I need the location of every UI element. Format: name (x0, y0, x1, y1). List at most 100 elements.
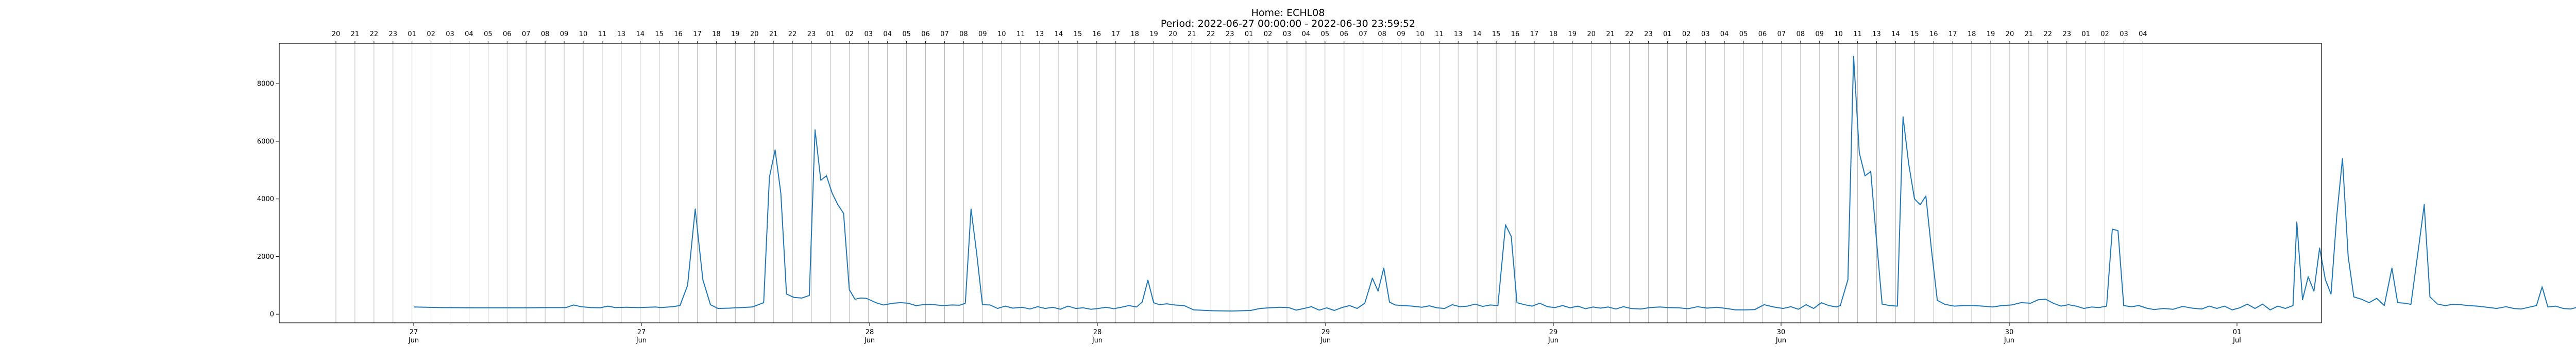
top-hour-label: 04 (2139, 30, 2147, 38)
top-hour-label: 10 (1416, 30, 1425, 38)
bottom-month-label: Jun (1775, 337, 1786, 344)
top-hour-label: 22 (2044, 30, 2053, 38)
top-hour-label: 10 (579, 30, 588, 38)
chart-subtitle: Period: 2022-06-27 00:00:00 - 2022-06-30… (1160, 18, 1416, 29)
y-tick-label: 4000 (257, 195, 274, 203)
top-hour-label: 08 (1797, 30, 1805, 38)
top-hour-label: 23 (388, 30, 397, 38)
top-hour-label: 01 (2081, 30, 2090, 38)
top-hour-label: 14 (1473, 30, 1482, 38)
y-tick-label: 8000 (257, 80, 274, 88)
top-hour-label: 19 (1568, 30, 1577, 38)
top-hour-label: 04 (465, 30, 473, 38)
top-hour-label: 13 (1454, 30, 1463, 38)
top-hour-label: 08 (1378, 30, 1386, 38)
bottom-day-label: 01 (2233, 329, 2242, 336)
bottom-day-label: 27 (637, 329, 646, 336)
bottom-month-label: Jun (636, 337, 647, 344)
top-hour-label: 04 (1720, 30, 1729, 38)
top-hour-label: 21 (769, 30, 778, 38)
bottom-day-label: 30 (1777, 329, 1786, 336)
bottom-day-label: 30 (2005, 329, 2014, 336)
top-hour-label: 21 (1606, 30, 1615, 38)
series-line (413, 56, 2576, 312)
top-hour-label: 09 (978, 30, 987, 38)
bottom-day-label: 29 (1321, 329, 1330, 336)
top-hour-label: 16 (1093, 30, 1101, 38)
top-hour-label: 20 (2006, 30, 2014, 38)
top-hour-label: 18 (712, 30, 721, 38)
top-hour-label: 14 (1891, 30, 1900, 38)
bottom-month-label: Jun (1320, 337, 1331, 344)
chart-title: Home: ECHL08 (1251, 7, 1325, 19)
top-hour-label: 07 (1777, 30, 1786, 38)
top-hour-label: 21 (351, 30, 360, 38)
top-hour-label: 18 (1968, 30, 1976, 38)
bottom-month-label: Jun (408, 337, 419, 344)
top-hour-label: 22 (1207, 30, 1215, 38)
top-hour-label: 07 (522, 30, 531, 38)
top-hour-label: 10 (1834, 30, 1843, 38)
top-hour-axis: 20 21 22 23 01 02 03 04 05 06 07 08 09 10 11 13 14 15 16 17… (332, 30, 2147, 43)
top-hour-label: 19 (1987, 30, 1995, 38)
top-hour-label: 20 (1587, 30, 1596, 38)
y-tick-label: 2000 (257, 253, 274, 261)
top-hour-label: 05 (902, 30, 911, 38)
top-hour-label: 21 (2025, 30, 2033, 38)
top-hour-label: 01 (408, 30, 416, 38)
top-hour-label: 11 (1016, 30, 1025, 38)
top-hour-label: 13 (617, 30, 626, 38)
top-hour-label: 07 (940, 30, 949, 38)
top-hour-label: 15 (1074, 30, 1082, 38)
top-hour-label: 19 (731, 30, 740, 38)
y-tick-label: 6000 (257, 138, 274, 145)
top-hour-label: 23 (1226, 30, 1234, 38)
top-hour-label: 04 (883, 30, 892, 38)
top-hour-label: 03 (1701, 30, 1710, 38)
top-hour-label: 11 (598, 30, 607, 38)
vertical-gridlines (335, 43, 2143, 323)
top-hour-label: 14 (636, 30, 645, 38)
top-hour-label: 02 (2100, 30, 2109, 38)
top-hour-label: 03 (1283, 30, 1292, 38)
top-hour-label: 22 (1625, 30, 1634, 38)
top-hour-label: 15 (1492, 30, 1501, 38)
bottom-month-label: Jun (1092, 337, 1103, 344)
top-hour-label: 02 (845, 30, 854, 38)
y-axis: 0 2000 4000 6000 8000 (257, 80, 279, 319)
top-hour-label: 14 (1055, 30, 1063, 38)
top-hour-label: 16 (1929, 30, 1938, 38)
top-hour-label: 13 (1036, 30, 1044, 38)
bottom-month-label: Jun (2004, 337, 2014, 344)
top-hour-label: 08 (959, 30, 968, 38)
bottom-day-label: 28 (866, 329, 874, 336)
top-hour-label: 22 (788, 30, 797, 38)
top-hour-label: 23 (2062, 30, 2071, 38)
top-hour-label: 23 (807, 30, 816, 38)
top-hour-label: 15 (655, 30, 664, 38)
top-hour-label: 17 (1111, 30, 1120, 38)
top-hour-label: 17 (1948, 30, 1957, 38)
series-layer (413, 56, 2576, 312)
top-hour-label: 18 (1130, 30, 1139, 38)
top-hour-label: 09 (1815, 30, 1824, 38)
bottom-day-label: 29 (1549, 329, 1558, 336)
top-hour-label: 08 (541, 30, 550, 38)
top-hour-label: 21 (1188, 30, 1196, 38)
top-hour-label: 04 (1302, 30, 1311, 38)
top-hour-label: 09 (1397, 30, 1405, 38)
top-hour-label: 01 (1663, 30, 1672, 38)
top-hour-label: 11 (1853, 30, 1862, 38)
bottom-month-label: Jun (1548, 337, 1558, 344)
top-hour-label: 05 (1739, 30, 1748, 38)
top-hour-label: 11 (1435, 30, 1444, 38)
top-hour-label: 16 (674, 30, 683, 38)
top-hour-label: 03 (2120, 30, 2128, 38)
top-hour-label: 06 (503, 30, 512, 38)
top-hour-label: 01 (826, 30, 835, 38)
top-hour-label: 05 (1321, 30, 1330, 38)
top-hour-label: 07 (1359, 30, 1367, 38)
top-hour-label: 02 (427, 30, 435, 38)
top-hour-label: 10 (997, 30, 1006, 38)
